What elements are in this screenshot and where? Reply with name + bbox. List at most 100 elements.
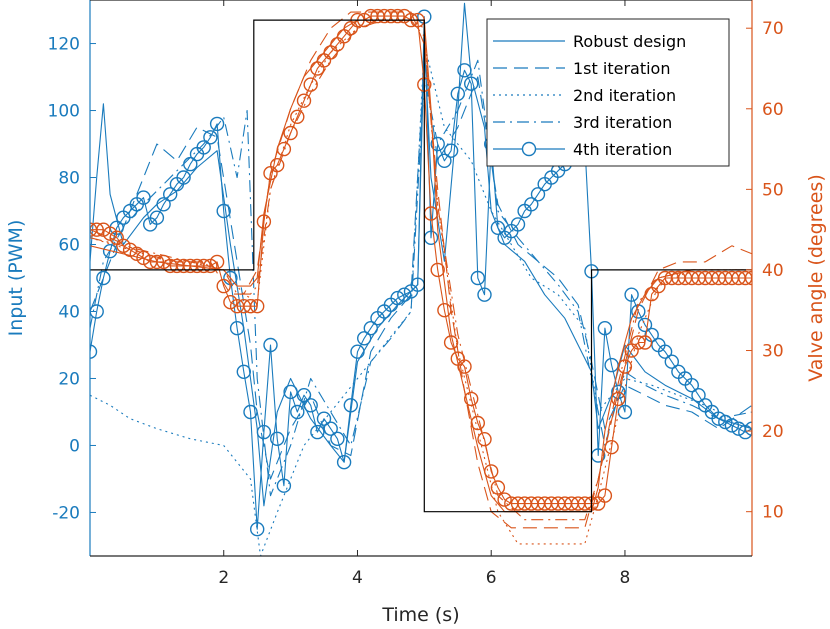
right-y-tick-label: 10 <box>762 503 784 523</box>
input-series-marker <box>744 421 752 436</box>
input-series-marker <box>597 321 613 336</box>
input-series-marker <box>637 317 653 333</box>
input-series-line-4 <box>90 16 752 530</box>
input-series-marker <box>684 378 699 393</box>
input-series-marker <box>390 290 405 306</box>
input-series-marker <box>270 431 285 446</box>
input-series-marker <box>203 130 218 145</box>
input-series-marker <box>196 140 211 155</box>
valve-series-marker <box>290 109 305 125</box>
valve-series-marker <box>276 141 292 157</box>
valve-series-marker <box>149 254 165 270</box>
valve-series-marker <box>477 432 492 447</box>
x-tick-label: 4 <box>352 568 363 588</box>
input-series-marker <box>357 331 372 346</box>
left-y-tick-label: 100 <box>48 102 80 122</box>
input-series-marker <box>243 404 258 420</box>
legend-entry-label: 4th iteration <box>573 140 672 159</box>
input-series-marker <box>657 344 673 359</box>
reference-step-line <box>90 19 752 513</box>
left-y-tick-label: 80 <box>58 169 80 189</box>
input-series-marker <box>631 304 646 319</box>
input-series-marker <box>276 478 292 493</box>
input-series-marker <box>490 220 506 236</box>
input-series-marker <box>724 418 740 433</box>
input-series-marker <box>477 287 492 302</box>
input-series-marker <box>176 170 191 185</box>
valve-series-marker <box>484 464 499 479</box>
input-series-marker <box>256 424 272 440</box>
left-y-tick-label: 40 <box>58 302 80 322</box>
valve-series-marker <box>490 480 506 495</box>
valve-series-marker <box>390 8 405 24</box>
input-series-marker <box>336 455 352 470</box>
input-series-marker <box>691 388 706 403</box>
input-series-marker <box>430 136 445 152</box>
valve-series-marker <box>250 299 265 314</box>
input-series-marker <box>290 404 305 420</box>
valve-series-marker <box>611 391 626 407</box>
legend-entry-label: Robust design <box>573 32 686 51</box>
valve-series-marker <box>283 125 298 141</box>
input-series-marker <box>711 411 726 426</box>
valve-series-line-3 <box>90 19 752 521</box>
input-series-marker <box>343 398 358 413</box>
input-series-marker <box>350 344 365 359</box>
input-series-marker <box>323 421 338 436</box>
input-series-marker <box>296 388 312 403</box>
left-y-tick-label: 0 <box>69 436 80 456</box>
right-y-tick-label: 60 <box>762 100 784 120</box>
x-tick-label: 2 <box>218 568 229 588</box>
input-series-marker <box>162 187 178 202</box>
valve-series-marker <box>744 270 752 286</box>
valve-series-marker <box>196 258 211 274</box>
input-series-marker <box>443 143 459 158</box>
input-series-marker <box>96 270 111 286</box>
input-series-marker <box>664 354 679 369</box>
input-series-marker <box>229 321 245 336</box>
input-series-marker <box>250 522 265 537</box>
right-y-tick-label: 70 <box>762 19 784 39</box>
input-series-marker <box>102 243 118 259</box>
valve-series-marker <box>430 262 445 278</box>
right-y-tick-label: 30 <box>762 342 784 362</box>
input-series-marker <box>310 424 325 440</box>
input-series-marker <box>470 270 485 286</box>
input-series-marker <box>437 153 452 169</box>
valve-series-marker <box>604 440 619 455</box>
left-y-tick-label: 120 <box>48 35 80 55</box>
input-series-marker <box>617 404 633 420</box>
plot-area <box>90 2 752 556</box>
input-series-marker <box>718 414 733 430</box>
left-y-tick-label: -20 <box>52 503 80 523</box>
valve-series-marker <box>470 415 485 431</box>
left-y-tick-label: 60 <box>58 236 80 256</box>
valve-series-marker <box>270 157 285 173</box>
valve-series-marker <box>457 359 472 374</box>
valve-series-marker <box>303 77 318 92</box>
right-y-tick-label: 50 <box>762 180 784 200</box>
input-series-marker <box>136 190 151 205</box>
valve-series-marker <box>209 254 225 270</box>
input-series-marker <box>510 217 526 232</box>
x-tick-label: 6 <box>486 568 497 588</box>
valve-series-marker <box>243 299 258 314</box>
input-series-marker <box>216 203 231 219</box>
input-series-marker <box>149 210 165 225</box>
input-series-marker <box>450 86 465 102</box>
input-series-marker <box>397 287 412 302</box>
valve-series-line-4 <box>90 15 752 505</box>
input-series-marker <box>156 197 171 212</box>
left-y-tick-label: 20 <box>58 369 80 389</box>
input-series-marker <box>363 321 378 336</box>
input-series-marker <box>330 431 345 446</box>
x-axis-label: Time (s) <box>381 604 459 626</box>
valve-series-marker <box>437 303 452 318</box>
input-series-line-1 <box>90 59 752 480</box>
input-series-marker <box>263 337 278 353</box>
input-series-marker <box>283 384 298 400</box>
legend-entry-label: 2nd iteration <box>573 86 676 105</box>
right-y-tick-label: 20 <box>762 422 784 442</box>
legend-marker-sample <box>521 141 537 157</box>
